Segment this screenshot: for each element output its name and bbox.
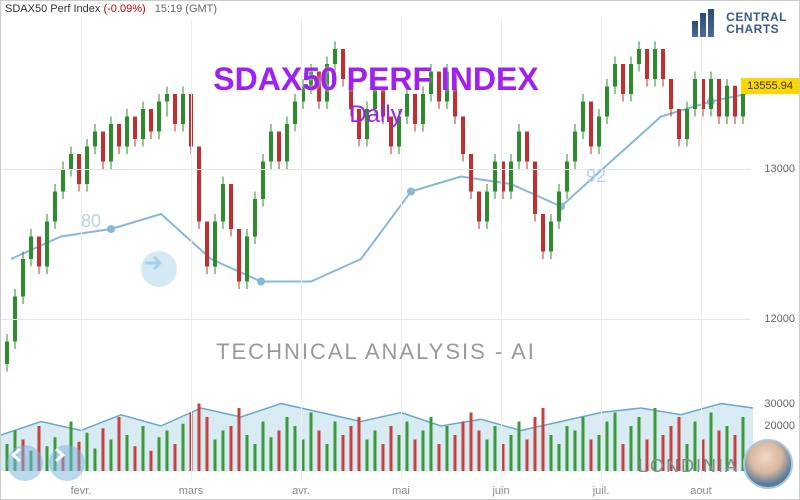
arrow-left-icon (7, 445, 27, 465)
tech-analysis-label: TECHNICAL ANALYSIS - AI (1, 339, 751, 365)
y-tick-label: 12000 (764, 313, 795, 325)
x-tick-label: juil. (593, 485, 610, 497)
gridline (1, 319, 751, 320)
vol-tick-label: 20000 (764, 420, 795, 432)
logo-bars-icon (692, 9, 720, 37)
x-tick-label: mars (179, 485, 203, 497)
vol-tick-label: 30000 (764, 398, 795, 410)
chart-title: SDAX50 PERF INDEX (1, 61, 751, 98)
x-tick-label: juin (492, 485, 509, 497)
arrow-right-icon (49, 445, 69, 465)
watermark-right: 92 (586, 166, 606, 187)
x-axis: fevr. mars avr. mai juin juil. aout (1, 481, 751, 499)
hint-arrow-icon (141, 251, 177, 287)
provider-logo: CENTRALCHARTS (692, 9, 787, 37)
y-tick-label: 13000 (764, 163, 795, 175)
gridline (1, 169, 751, 170)
logo-text: CENTRALCHARTS (726, 11, 787, 35)
x-tick-label: avr. (292, 485, 310, 497)
chart-timeframe: Daily (1, 101, 751, 129)
timestamp: 15:19 (GMT) (155, 3, 217, 15)
nav-next-button[interactable] (49, 445, 85, 481)
nav-prev-button[interactable] (7, 445, 43, 481)
instrument-name: SDAX50 Perf Index (5, 3, 100, 15)
watermark-left: 80 (81, 211, 101, 232)
arrow-right-icon (141, 251, 165, 275)
brand-label: LONDINIA (638, 456, 739, 477)
x-tick-label: aout (690, 485, 711, 497)
current-price-tag: 13555.94 (741, 78, 799, 94)
assistant-avatar[interactable] (743, 439, 793, 489)
x-tick-label: mai (392, 485, 410, 497)
chart-header: SDAX50 Perf Index (-0.09%) 15:19 (GMT) (5, 3, 217, 15)
pct-change: (-0.09%) (103, 3, 145, 15)
x-tick-label: fevr. (71, 485, 92, 497)
